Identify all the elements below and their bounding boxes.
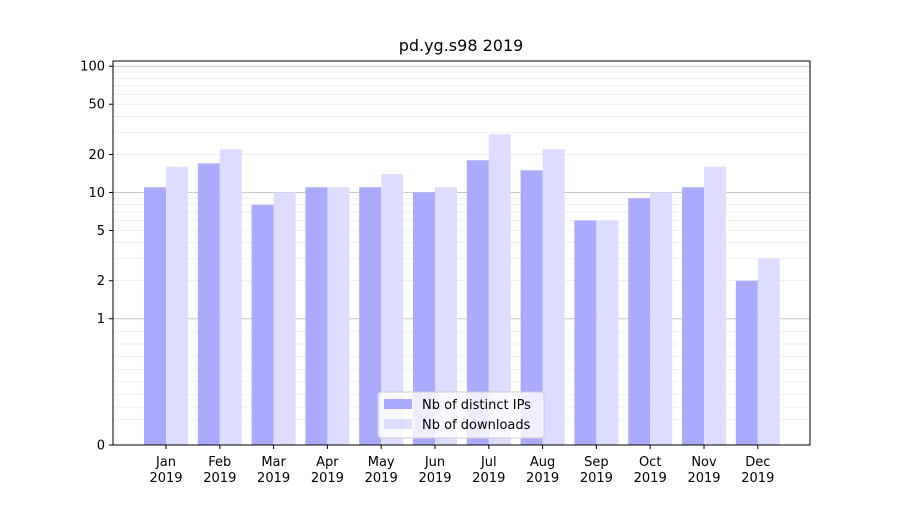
x-tick-label: Nov 2019 bbox=[687, 455, 720, 486]
bar bbox=[735, 280, 758, 445]
x-tick-label: Sep 2019 bbox=[580, 455, 613, 486]
legend: Nb of distinct IPs Nb of downloads bbox=[377, 391, 545, 439]
x-tick-label-year: 2019 bbox=[203, 471, 236, 486]
chart-title: pd.yg.s98 2019 bbox=[399, 36, 524, 55]
x-tick-label-month: Jun bbox=[424, 455, 445, 470]
y-tick-label: 1 bbox=[97, 312, 105, 327]
bar bbox=[628, 198, 651, 445]
x-tick-label: Aug 2019 bbox=[526, 455, 559, 486]
bar bbox=[757, 258, 780, 445]
x-tick-label: Jan 2019 bbox=[149, 455, 182, 486]
x-tick-label: Jul 2019 bbox=[472, 455, 505, 486]
bar bbox=[488, 134, 511, 446]
bar bbox=[466, 160, 489, 446]
x-tick-label-year: 2019 bbox=[526, 471, 559, 486]
bar bbox=[166, 166, 188, 445]
x-tick-label-year: 2019 bbox=[311, 471, 344, 486]
bar bbox=[650, 192, 673, 445]
legend-swatch bbox=[384, 419, 412, 429]
x-tick-label-year: 2019 bbox=[149, 471, 182, 486]
y-tick-label: 10 bbox=[88, 186, 105, 201]
x-tick-label: May 2019 bbox=[365, 455, 398, 486]
bar bbox=[413, 192, 435, 445]
bar bbox=[682, 187, 704, 446]
x-tick-label-year: 2019 bbox=[580, 471, 613, 486]
x-tick-label-year: 2019 bbox=[634, 471, 667, 486]
bar bbox=[520, 170, 543, 445]
x-tick-label-month: Nov bbox=[691, 455, 717, 470]
bar bbox=[144, 187, 166, 446]
x-tick-label: Oct 2019 bbox=[634, 455, 667, 486]
bar bbox=[305, 187, 328, 446]
x-tick-label-year: 2019 bbox=[257, 471, 290, 486]
x-tick-label-year: 2019 bbox=[365, 471, 398, 486]
x-tick-label-month: Mar bbox=[261, 455, 286, 470]
plot-frame bbox=[112, 60, 811, 446]
legend-label: Nb of downloads bbox=[422, 418, 531, 433]
x-tick-label: Apr 2019 bbox=[311, 455, 344, 486]
bar bbox=[273, 192, 296, 445]
x-tick-label-month: Jul bbox=[480, 455, 497, 470]
y-tick-label: 0 bbox=[97, 439, 105, 454]
x-tick-label-year: 2019 bbox=[472, 471, 505, 486]
bar bbox=[359, 187, 382, 446]
y-tick-label: 100 bbox=[80, 60, 105, 75]
y-tick-label: 50 bbox=[88, 98, 105, 113]
bars bbox=[144, 134, 780, 446]
y-tick-label: 5 bbox=[97, 224, 105, 239]
x-tick-label-month: Apr bbox=[316, 455, 339, 470]
legend-swatch bbox=[384, 399, 412, 409]
x-tick-label-month: Dec bbox=[745, 455, 770, 470]
x-tick-label-month: Feb bbox=[208, 455, 231, 470]
legend-box bbox=[377, 391, 545, 439]
y-tick-label: 2 bbox=[97, 274, 105, 289]
x-tick-label-year: 2019 bbox=[418, 471, 451, 486]
bar bbox=[381, 174, 404, 445]
x-tick-label: Mar 2019 bbox=[257, 455, 290, 486]
x-tick-label-month: Oct bbox=[639, 455, 661, 470]
x-tick-label-month: Aug bbox=[530, 455, 555, 470]
bar bbox=[197, 163, 220, 445]
bar bbox=[435, 187, 457, 446]
bar bbox=[542, 149, 565, 445]
x-tick-label-year: 2019 bbox=[687, 471, 720, 486]
x-tick-label-month: Sep bbox=[584, 455, 609, 470]
x-tick-label-month: Jan bbox=[155, 455, 176, 470]
bar bbox=[219, 149, 242, 445]
x-tick-label-year: 2019 bbox=[741, 471, 774, 486]
bar bbox=[251, 204, 274, 445]
y-tick-label: 20 bbox=[88, 148, 105, 163]
x-tick-label: Dec 2019 bbox=[741, 455, 774, 486]
legend-label: Nb of distinct IPs bbox=[422, 398, 531, 413]
bar bbox=[327, 187, 350, 446]
bar bbox=[596, 220, 619, 445]
bar bbox=[574, 220, 597, 445]
x-tick-label-month: May bbox=[368, 455, 395, 470]
x-tick-label: Feb 2019 bbox=[203, 455, 236, 486]
bar bbox=[704, 166, 726, 445]
x-tick-label: Jun 2019 bbox=[418, 455, 451, 486]
